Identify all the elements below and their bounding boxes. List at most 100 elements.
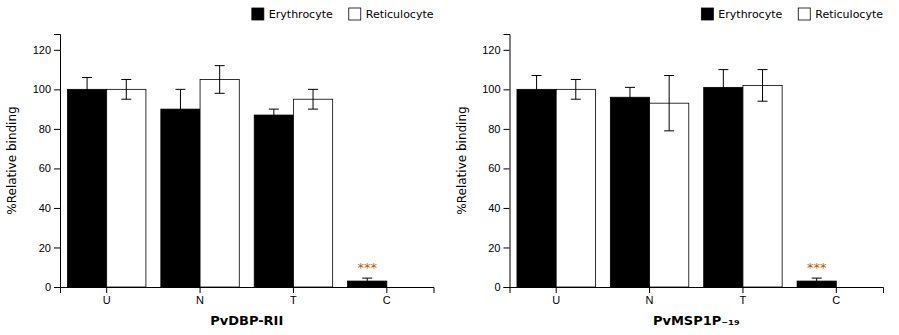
y-tick-label: 60 bbox=[39, 162, 51, 174]
y-tick-mark bbox=[54, 129, 60, 130]
x-tick: T bbox=[740, 287, 747, 306]
legend-label: Erythrocyte bbox=[718, 8, 782, 21]
y-tick-mark bbox=[504, 287, 510, 288]
y-tick: 120 bbox=[482, 44, 509, 56]
x-tick-label: N bbox=[196, 294, 204, 306]
y-axis-line bbox=[504, 35, 511, 288]
legend-item: Erythrocyte bbox=[701, 8, 782, 21]
y-tick-label: 100 bbox=[33, 83, 51, 95]
y-tick-mark bbox=[504, 208, 510, 209]
legend-swatch bbox=[701, 8, 713, 20]
x-tick-mark bbox=[386, 287, 387, 293]
x-axis: UNTC bbox=[510, 287, 884, 306]
y-tick-label: 0 bbox=[494, 281, 500, 293]
x-tick: C bbox=[383, 287, 391, 306]
y-tick-label: 20 bbox=[488, 241, 500, 253]
legend-item: Reticulocyte bbox=[349, 8, 434, 21]
error-bar bbox=[664, 76, 674, 131]
y-tick-mark bbox=[504, 129, 510, 130]
x-axis: UNTC bbox=[61, 287, 435, 306]
y-tick-label: 40 bbox=[488, 202, 500, 214]
x-tick: N bbox=[196, 287, 204, 306]
x-tick-mark bbox=[556, 287, 557, 293]
annotation: *** bbox=[357, 260, 377, 275]
y-tick-mark bbox=[504, 50, 510, 51]
bar bbox=[556, 89, 595, 287]
error-bar bbox=[269, 109, 279, 121]
bar-series bbox=[107, 79, 333, 287]
y-tick-mark bbox=[504, 168, 510, 169]
error-bar bbox=[812, 278, 822, 284]
bar bbox=[67, 89, 106, 287]
y-tick-mark bbox=[54, 50, 60, 51]
y-tick-label: 0 bbox=[45, 281, 51, 293]
error-bar bbox=[625, 87, 635, 107]
y-tick-label: 40 bbox=[39, 202, 51, 214]
plot-marks bbox=[517, 70, 836, 287]
y-tick: 100 bbox=[482, 83, 509, 95]
y-tick: 20 bbox=[39, 241, 60, 253]
y-axis: 0 20 40 60 80 100 120 bbox=[33, 35, 61, 294]
error-bar bbox=[308, 89, 318, 109]
chart: 0 20 40 60 80 100 120 U N T C *** %Relative binding P… bbox=[0, 0, 899, 335]
x-tick-label: U bbox=[552, 294, 560, 306]
x-tick: C bbox=[832, 287, 840, 306]
bar bbox=[836, 287, 875, 288]
bar bbox=[107, 89, 146, 287]
legend-label: Reticulocyte bbox=[815, 8, 883, 21]
y-tick: 40 bbox=[488, 202, 509, 214]
legend-label: Erythrocyte bbox=[269, 8, 333, 21]
y-tick-mark bbox=[54, 287, 60, 288]
y-axis: 020406080100120 bbox=[482, 35, 510, 294]
y-tick: 0 bbox=[45, 281, 60, 293]
bar bbox=[610, 97, 649, 287]
panel: 020406080100120UNTC***%Relative bindingP… bbox=[455, 8, 884, 328]
y-tick-label: 80 bbox=[39, 123, 51, 135]
y-axis-title: %Relative binding bbox=[5, 106, 19, 214]
x-tick-label: T bbox=[740, 294, 747, 306]
x-axis-title: PvDBP-RII bbox=[210, 313, 283, 328]
bar bbox=[387, 287, 426, 288]
x-tick-mark bbox=[836, 287, 837, 293]
legend-label: Reticulocyte bbox=[366, 8, 434, 21]
bar bbox=[161, 109, 200, 287]
y-tick-mark bbox=[54, 89, 60, 90]
y-tick-label: 100 bbox=[482, 83, 500, 95]
legend-item: Reticulocyte bbox=[798, 8, 883, 21]
y-tick: 60 bbox=[39, 162, 60, 174]
legend-swatch bbox=[798, 8, 810, 20]
y-axis-line bbox=[54, 35, 61, 288]
plot-marks bbox=[67, 66, 386, 287]
x-tick-mark bbox=[649, 287, 650, 293]
panel: 0 20 40 60 80 100 120 U N T C *** %Relative binding P… bbox=[5, 8, 434, 328]
x-tick: T bbox=[290, 287, 297, 306]
x-tick-label: T bbox=[290, 294, 297, 306]
error-bar bbox=[215, 66, 225, 94]
error-bar bbox=[758, 70, 768, 102]
y-tick-label: 120 bbox=[482, 44, 500, 56]
x-axis-line bbox=[61, 288, 435, 294]
legend: Erythrocyte Reticulocyte bbox=[701, 8, 883, 21]
bar bbox=[254, 115, 293, 287]
bar bbox=[704, 87, 743, 287]
y-tick: 120 bbox=[33, 44, 60, 56]
y-tick: 80 bbox=[488, 123, 509, 135]
y-tick-label: 20 bbox=[39, 241, 51, 253]
y-tick: 20 bbox=[488, 241, 509, 253]
y-tick: 80 bbox=[39, 123, 60, 135]
x-tick: N bbox=[646, 287, 654, 306]
bar bbox=[293, 99, 332, 287]
error-bar bbox=[532, 76, 542, 104]
y-tick-mark bbox=[54, 247, 60, 248]
x-tick: U bbox=[103, 287, 111, 306]
legend-item: Erythrocyte bbox=[252, 8, 333, 21]
x-axis-title: PvMSP1P₋₁₉ bbox=[653, 313, 740, 328]
error-bars bbox=[571, 70, 768, 131]
x-tick-label: N bbox=[646, 294, 654, 306]
y-tick-label: 120 bbox=[33, 44, 51, 56]
y-tick-mark bbox=[504, 89, 510, 90]
x-tick-mark bbox=[106, 287, 107, 293]
x-tick: U bbox=[552, 287, 560, 306]
y-tick: 100 bbox=[33, 83, 60, 95]
y-axis-title: %Relative binding bbox=[455, 106, 469, 214]
